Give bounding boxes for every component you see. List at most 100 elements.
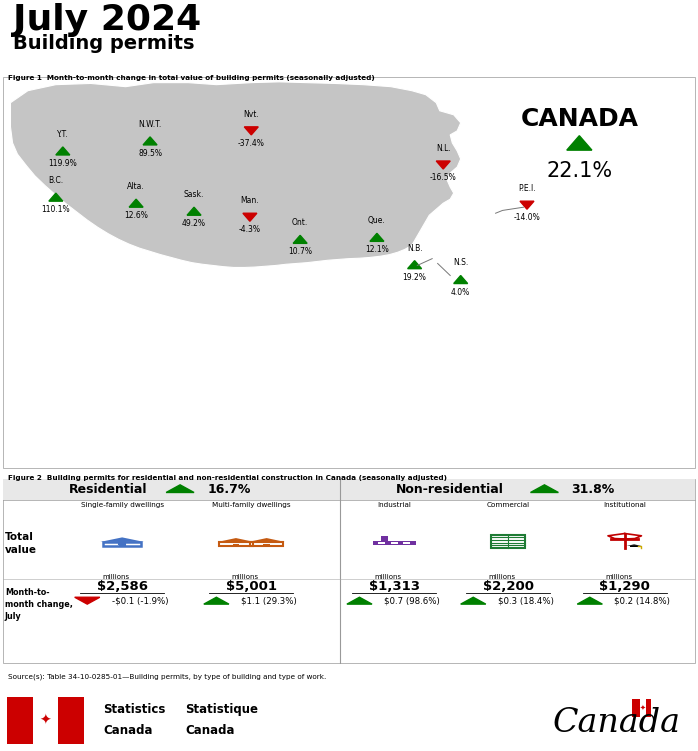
Text: Figure 1  Month-to-month change in total value of building permits (seasonally a: Figure 1 Month-to-month change in total … <box>8 75 375 81</box>
Polygon shape <box>627 544 641 546</box>
Polygon shape <box>520 201 534 210</box>
Polygon shape <box>129 199 143 207</box>
Text: Statistique: Statistique <box>185 703 258 716</box>
Polygon shape <box>530 485 558 493</box>
Text: -$0.1 (-1.9%): -$0.1 (-1.9%) <box>112 596 168 605</box>
Text: Alta.: Alta. <box>127 182 145 191</box>
Text: -4.3%: -4.3% <box>239 225 261 234</box>
Text: $1.1 (29.3%): $1.1 (29.3%) <box>241 596 297 605</box>
Polygon shape <box>577 597 602 604</box>
Text: -16.5%: -16.5% <box>430 173 456 182</box>
Polygon shape <box>567 136 592 150</box>
Text: Residential: Residential <box>69 483 147 496</box>
Text: Statistics: Statistics <box>103 703 165 716</box>
Text: N.B.: N.B. <box>407 243 422 252</box>
FancyBboxPatch shape <box>7 697 84 743</box>
Polygon shape <box>101 538 144 542</box>
Text: N.W.T.: N.W.T. <box>138 120 162 129</box>
Text: Institutional: Institutional <box>603 502 646 508</box>
Polygon shape <box>408 261 422 269</box>
Text: $5,001: $5,001 <box>225 580 277 593</box>
FancyBboxPatch shape <box>378 542 385 544</box>
Polygon shape <box>248 538 285 542</box>
Text: 12.1%: 12.1% <box>365 246 389 255</box>
Text: Y.T.: Y.T. <box>57 130 68 139</box>
FancyBboxPatch shape <box>263 544 270 545</box>
Text: 16.7%: 16.7% <box>208 483 251 496</box>
FancyBboxPatch shape <box>640 698 646 717</box>
Text: Man.: Man. <box>241 196 259 205</box>
Polygon shape <box>244 127 258 135</box>
Polygon shape <box>187 207 201 216</box>
Polygon shape <box>218 538 254 542</box>
Polygon shape <box>370 234 384 241</box>
FancyBboxPatch shape <box>119 544 126 546</box>
Text: Multi-family dwellings: Multi-family dwellings <box>212 502 290 508</box>
Text: $0.2 (14.8%): $0.2 (14.8%) <box>614 596 670 605</box>
FancyBboxPatch shape <box>3 479 340 500</box>
Text: 31.8%: 31.8% <box>571 483 614 496</box>
Text: 10.7%: 10.7% <box>288 247 312 256</box>
Text: 22.1%: 22.1% <box>547 161 612 181</box>
FancyBboxPatch shape <box>373 541 416 545</box>
Text: Figure 2  Building permits for residential and non-residential construction in C: Figure 2 Building permits for residentia… <box>8 475 447 481</box>
Text: 49.2%: 49.2% <box>182 219 206 228</box>
Text: millions: millions <box>375 575 402 581</box>
Text: $1,290: $1,290 <box>600 580 650 593</box>
Text: Source(s): Table 34-10-0285-01—Building permits, by type of building and type of: Source(s): Table 34-10-0285-01—Building … <box>8 674 327 680</box>
Text: B.C.: B.C. <box>48 176 64 185</box>
Text: N.S.: N.S. <box>453 258 468 267</box>
Polygon shape <box>461 597 486 604</box>
Text: Building permits: Building permits <box>13 35 194 53</box>
Polygon shape <box>293 235 307 243</box>
Text: Que.: Que. <box>368 216 386 225</box>
Polygon shape <box>143 137 157 145</box>
Polygon shape <box>347 597 372 604</box>
Text: 4.0%: 4.0% <box>451 288 470 297</box>
Text: 89.5%: 89.5% <box>138 149 162 158</box>
Text: 12.6%: 12.6% <box>124 211 148 220</box>
Text: N.L.: N.L. <box>436 144 451 153</box>
Text: Canada: Canada <box>185 724 235 737</box>
Polygon shape <box>56 147 70 155</box>
Polygon shape <box>436 161 450 169</box>
Text: Canada: Canada <box>553 707 681 739</box>
Text: millions: millions <box>232 575 259 581</box>
Text: millions: millions <box>605 575 632 581</box>
Text: ✦: ✦ <box>40 713 51 727</box>
Text: Single-family dwellings: Single-family dwellings <box>80 502 164 508</box>
Polygon shape <box>10 82 461 267</box>
Text: $2,586: $2,586 <box>96 580 148 593</box>
FancyBboxPatch shape <box>403 542 410 544</box>
FancyBboxPatch shape <box>33 697 58 743</box>
Text: Ont.: Ont. <box>292 219 309 228</box>
Text: Canada: Canada <box>103 724 153 737</box>
Text: Non-residential: Non-residential <box>396 483 504 496</box>
Text: 119.9%: 119.9% <box>48 159 77 168</box>
FancyBboxPatch shape <box>232 544 239 545</box>
Text: Nvt.: Nvt. <box>244 110 259 119</box>
Polygon shape <box>49 193 63 201</box>
Text: P.E.I.: P.E.I. <box>518 184 536 193</box>
Polygon shape <box>204 597 229 604</box>
Text: CANADA: CANADA <box>520 107 639 131</box>
Text: $1,313: $1,313 <box>369 580 420 593</box>
Polygon shape <box>243 213 257 222</box>
Text: $0.3 (18.4%): $0.3 (18.4%) <box>498 596 554 605</box>
Text: 110.1%: 110.1% <box>41 205 70 214</box>
Text: $0.7 (98.6%): $0.7 (98.6%) <box>384 596 440 605</box>
Text: Month-to-
month change,
July: Month-to- month change, July <box>5 588 73 621</box>
Text: Total
value: Total value <box>5 532 37 555</box>
Polygon shape <box>166 485 194 493</box>
Polygon shape <box>454 276 468 284</box>
FancyBboxPatch shape <box>630 546 639 547</box>
Text: -37.4%: -37.4% <box>238 139 265 148</box>
FancyBboxPatch shape <box>391 542 398 544</box>
FancyBboxPatch shape <box>632 698 651 717</box>
Polygon shape <box>75 597 100 604</box>
Text: -14.0%: -14.0% <box>514 213 540 222</box>
FancyBboxPatch shape <box>340 479 695 500</box>
FancyBboxPatch shape <box>381 535 388 541</box>
Text: ✦: ✦ <box>640 705 646 711</box>
Text: $2,200: $2,200 <box>482 580 534 593</box>
